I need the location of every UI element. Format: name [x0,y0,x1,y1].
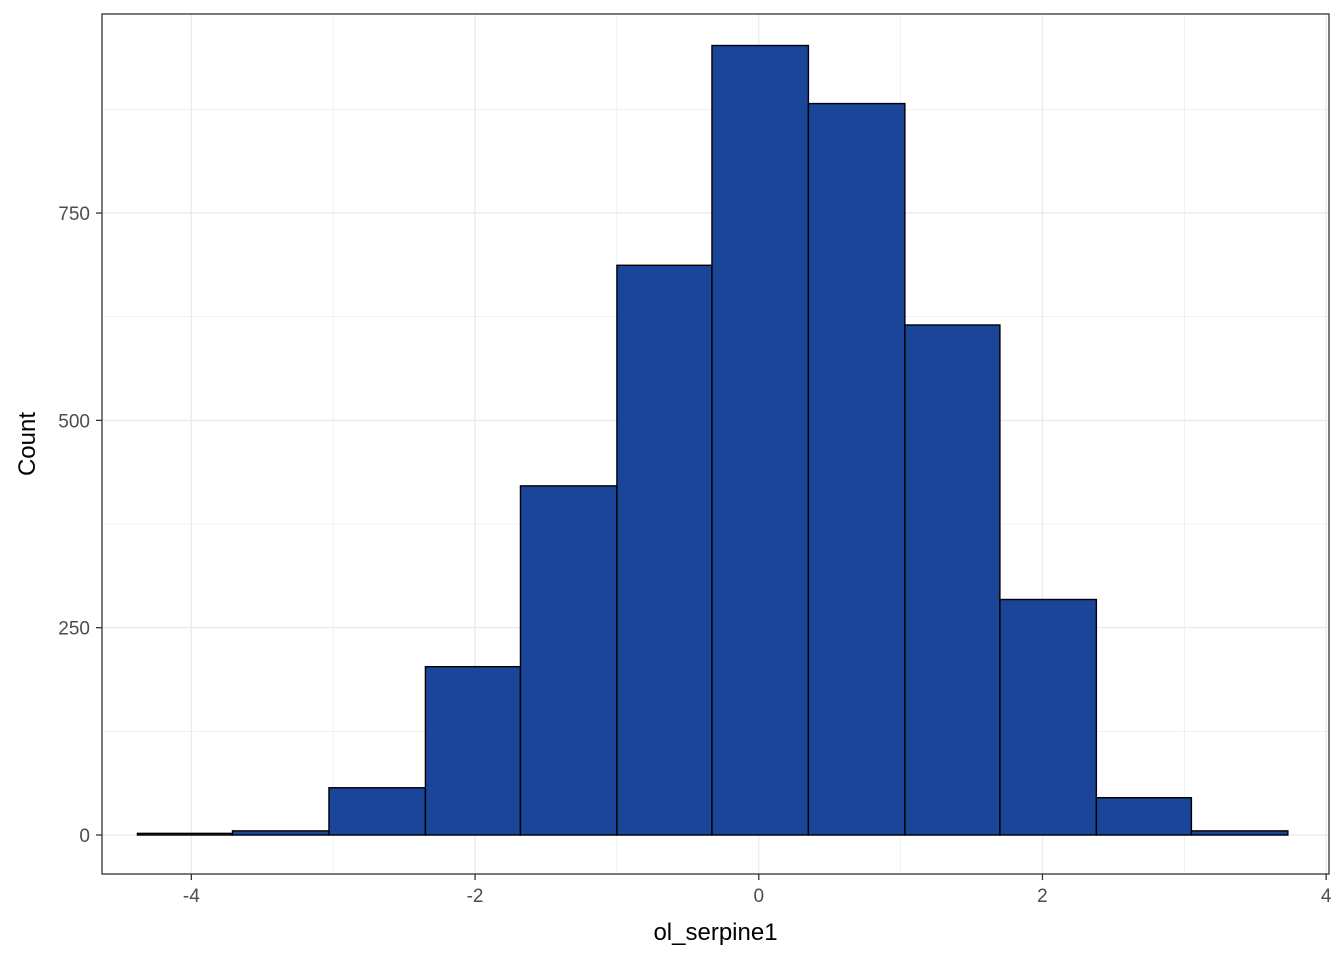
histogram-bar [711,44,810,836]
histogram-bar [424,665,522,836]
x-tick-label: 2 [1037,886,1048,907]
y-tick-label: 500 [58,411,90,432]
x-tick-label: -4 [183,886,200,907]
x-tick-label: -2 [467,886,484,907]
histogram-bar [328,787,427,836]
histogram-bar [231,830,330,836]
histogram-bar [1095,797,1193,836]
y-axis-title: Count [14,412,41,476]
histogram-bar [807,102,906,836]
y-tick-label: 0 [79,826,90,847]
y-axis-ticks: 0 250 500 750 [58,204,102,847]
histogram-bars [136,44,1289,836]
histogram-bar [136,832,234,836]
panel-border [101,13,1330,875]
y-tick-label: 250 [58,619,90,640]
y-tick-label: 750 [58,204,90,225]
histogram-bar [904,324,1001,836]
histogram-bar [999,598,1098,836]
x-tick-label: 0 [753,886,764,907]
x-tick-label: 4 [1321,886,1332,907]
x-axis-title: ol_serpine1 [653,919,777,946]
histogram-bar [519,485,618,836]
histogram-bar [1190,830,1289,836]
histogram-bar [616,264,713,836]
x-axis-ticks: -4 -2 0 2 4 [183,874,1332,907]
